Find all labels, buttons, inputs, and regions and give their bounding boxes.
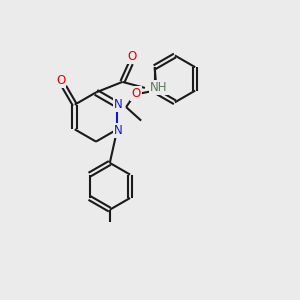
Text: O: O [131,87,141,100]
Text: O: O [128,50,137,63]
Text: O: O [56,74,65,87]
Text: N: N [113,98,122,111]
Text: NH: NH [150,81,168,94]
Text: N: N [114,124,123,137]
